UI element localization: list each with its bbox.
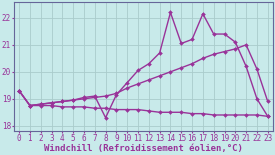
X-axis label: Windchill (Refroidissement éolien,°C): Windchill (Refroidissement éolien,°C)	[44, 144, 243, 153]
